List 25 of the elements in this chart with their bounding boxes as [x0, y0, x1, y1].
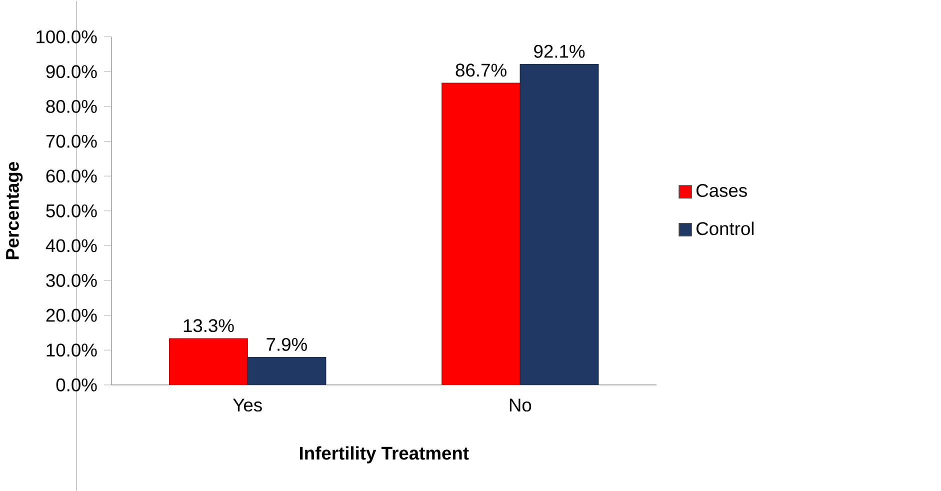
x-tick-label: Yes	[233, 398, 262, 412]
y-tick-label: 40.0%	[46, 239, 97, 252]
y-tick-label: 80.0%	[46, 100, 97, 113]
y-tick-label: 0.0%	[56, 378, 97, 392]
y-tick-label: 50.0%	[46, 204, 97, 218]
data-label: 13.3%	[184, 319, 234, 332]
y-tick-label: 70.0%	[46, 134, 97, 148]
bar	[442, 82, 521, 385]
x-axis-title: Infertility Treatment	[300, 446, 469, 464]
legend-label: Control	[696, 222, 754, 236]
y-tick-label: 60.0%	[46, 169, 97, 182]
data-label: 86.7%	[456, 64, 506, 77]
y-tick-label: 20.0%	[46, 308, 97, 322]
legend-label: Cases	[696, 184, 747, 197]
bar	[169, 338, 248, 385]
y-axis-title: Percentage	[6, 162, 23, 260]
y-tick-label: 10.0%	[46, 344, 97, 357]
x-tick-label: No	[510, 398, 532, 412]
y-tick-label: 30.0%	[46, 274, 97, 287]
data-label: 92.1%	[534, 44, 585, 58]
data-label: 7.9%	[266, 338, 307, 351]
y-tick-label: 100.0%	[36, 30, 97, 44]
y-tick-label: 90.0%	[46, 65, 97, 78]
bar	[520, 64, 599, 385]
bar	[247, 356, 326, 385]
